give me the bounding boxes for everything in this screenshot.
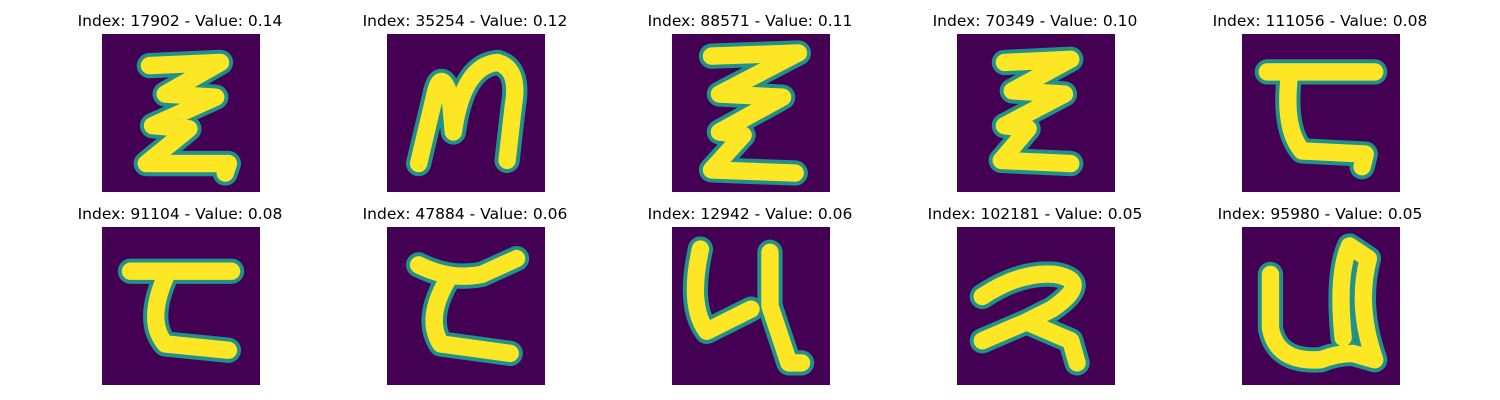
- panel-title: Index: 91104 - Value: 0.08: [77, 205, 283, 223]
- image-panel: Index: 88571 - Value: 0.11: [600, 12, 900, 202]
- image-panel: Index: 111056 - Value: 0.08: [1170, 12, 1470, 202]
- image-panel: Index: 102181 - Value: 0.05: [885, 205, 1185, 395]
- image-panel: Index: 35254 - Value: 0.12: [315, 12, 615, 202]
- panel-title: Index: 47884 - Value: 0.06: [362, 205, 568, 223]
- panel-title: Index: 111056 - Value: 0.08: [1212, 12, 1428, 30]
- glyph-stroke: [973, 265, 1086, 372]
- character-image: [1242, 227, 1400, 385]
- glyph-c-bar-2: [405, 245, 530, 367]
- image-panel: Index: 91104 - Value: 0.08: [30, 205, 330, 395]
- image-panel: Index: 12942 - Value: 0.06: [600, 205, 900, 395]
- character-image: [387, 227, 545, 385]
- image-panel: Index: 70349 - Value: 0.10: [885, 12, 1185, 202]
- glyph-xi-small: [133, 49, 242, 186]
- character-image: [957, 227, 1115, 385]
- glyph-stroke: [1258, 63, 1384, 176]
- glyph-stroke: [409, 249, 526, 363]
- panel-title: Index: 95980 - Value: 0.05: [1217, 205, 1423, 223]
- glyph-four-hook: [682, 236, 815, 376]
- character-image: [102, 227, 260, 385]
- glyph-stroke: [1261, 237, 1384, 369]
- glyph-two: [969, 261, 1090, 376]
- character-image: [672, 227, 830, 385]
- character-image: [1242, 34, 1400, 192]
- image-panel: Index: 95980 - Value: 0.05: [1170, 205, 1470, 395]
- glyph-stroke: [686, 240, 811, 372]
- panel-title: Index: 88571 - Value: 0.11: [647, 12, 853, 30]
- panel-title: Index: 17902 - Value: 0.14: [77, 12, 283, 30]
- glyph-xi-thin: [988, 46, 1084, 177]
- glyph-bar-z: [1254, 59, 1388, 180]
- glyph-stroke: [992, 50, 1080, 173]
- panel-title: Index: 102181 - Value: 0.05: [927, 205, 1143, 223]
- panel-title: Index: 35254 - Value: 0.12: [362, 12, 568, 30]
- panel-title: Index: 12942 - Value: 0.06: [647, 205, 853, 223]
- glyph-n-curl: [405, 49, 528, 177]
- glyph-stroke: [121, 262, 241, 359]
- character-image: [387, 34, 545, 192]
- image-panel: Index: 47884 - Value: 0.06: [315, 205, 615, 395]
- character-image: [102, 34, 260, 192]
- glyph-stroke: [137, 53, 238, 182]
- glyph-xi: [698, 40, 812, 186]
- glyph-u-shape: [1257, 233, 1388, 373]
- glyph-stroke: [702, 44, 808, 182]
- panel-title: Index: 70349 - Value: 0.10: [932, 12, 1138, 30]
- character-image: [957, 34, 1115, 192]
- glyph-c-bar: [117, 258, 245, 363]
- character-image: [672, 34, 830, 192]
- image-panel: Index: 17902 - Value: 0.14: [30, 12, 330, 202]
- glyph-stroke: [409, 53, 524, 173]
